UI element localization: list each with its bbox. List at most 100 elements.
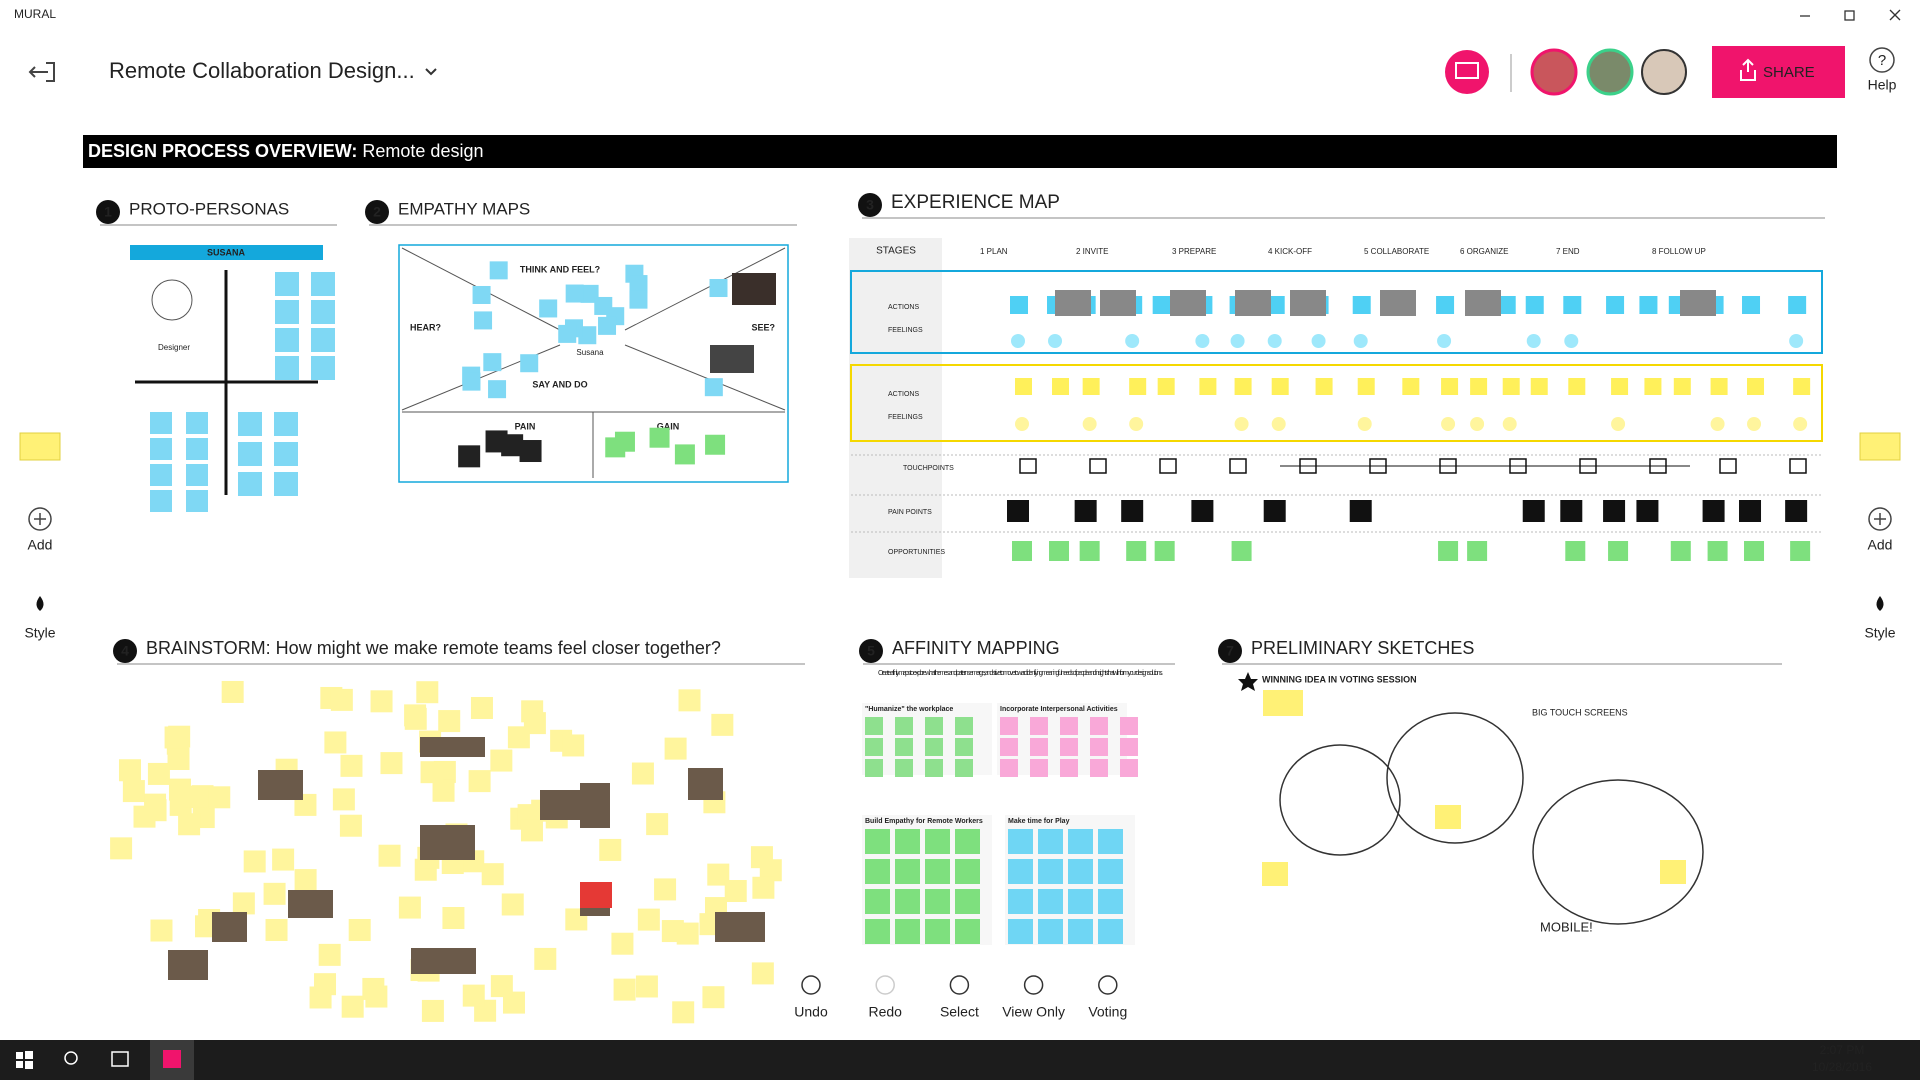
sticky-note (599, 838, 622, 861)
sticky-note (637, 908, 660, 931)
winner-star (1238, 672, 1258, 691)
tool-label[interactable]: Voting (1088, 1004, 1127, 1020)
clock-date[interactable]: 10/28/2016 (1812, 1060, 1872, 1074)
present-button[interactable] (1445, 50, 1489, 94)
sticky-note (674, 444, 695, 465)
brainstorm-photo (540, 790, 585, 820)
sticky-note (895, 889, 920, 914)
sticky-note (502, 991, 525, 1014)
sticky-note (594, 296, 613, 315)
add-label[interactable]: Add (1868, 537, 1893, 553)
sticky-note (294, 869, 317, 892)
sticky-note (1352, 296, 1371, 314)
tool-label[interactable]: Select (940, 1004, 979, 1020)
help-icon[interactable] (1869, 47, 1895, 73)
help-label[interactable]: Help (1868, 77, 1897, 93)
start-button[interactable] (16, 1051, 33, 1069)
sticky-note (750, 846, 773, 869)
sticky-note (416, 681, 439, 704)
avatar[interactable] (1586, 48, 1634, 96)
style-label[interactable]: Style (1864, 625, 1895, 641)
search-button[interactable] (64, 1051, 78, 1065)
feeling-dot (1011, 334, 1025, 348)
sticky-note (1271, 378, 1289, 395)
empathy-label: SAY AND DO (532, 379, 587, 389)
task-view[interactable] (111, 1051, 129, 1067)
mural-title[interactable]: Remote Collaboration Design... (109, 58, 415, 83)
sticky-note (1015, 378, 1032, 395)
style-label[interactable]: Style (24, 625, 55, 641)
sticky-note (1660, 860, 1686, 884)
feeling-dot (1502, 417, 1517, 431)
title-dropdown[interactable] (425, 68, 437, 76)
tool-label[interactable]: Redo (868, 1004, 902, 1020)
opportunity (1049, 541, 1070, 561)
sticky-note (1120, 759, 1138, 777)
add-label[interactable]: Add (28, 537, 53, 553)
section-title: BRAINSTORM: How might we make remote tea… (146, 638, 721, 658)
sticky-note (711, 713, 734, 736)
sticky-note (1435, 805, 1461, 829)
sticky-note (1263, 690, 1303, 716)
sticky-note (1402, 378, 1420, 395)
touchpoint-icon (1229, 458, 1247, 474)
add-button[interactable] (28, 507, 52, 531)
sticky-note (275, 300, 299, 324)
tool-icon (949, 975, 970, 995)
sticky-note (1639, 296, 1658, 314)
sticky-note (1038, 859, 1063, 884)
sticky-note (1530, 378, 1548, 395)
share-label: SHARE (1763, 64, 1815, 81)
sticky-note (438, 710, 461, 733)
feeling-dot (1353, 334, 1368, 348)
sticky-note (1068, 919, 1093, 944)
journey-photo (1170, 290, 1206, 316)
section-number: 7 (1226, 643, 1234, 659)
sticky-note (580, 284, 599, 303)
avatar[interactable] (1530, 48, 1578, 96)
affinity-group-title: "Humanize" the workplace (865, 706, 953, 713)
sticky-note (507, 726, 530, 749)
sticky-note (925, 889, 950, 914)
window-controls (1800, 9, 1901, 21)
sticky-note (955, 829, 980, 854)
sticky-note (565, 284, 584, 303)
clock-time[interactable]: 2:07 PM (1820, 1043, 1865, 1057)
banner-text: DESIGN PROCESS OVERVIEW: Remote design (88, 141, 483, 161)
tool-label[interactable]: Undo (794, 1004, 828, 1020)
opportunity (1079, 541, 1100, 561)
sticky-note (865, 829, 890, 854)
sticky-note (167, 747, 190, 770)
opportunity (1126, 541, 1147, 561)
sticky-note (1030, 717, 1048, 735)
back-button[interactable] (28, 62, 55, 82)
sticky-note (274, 442, 298, 466)
share-button[interactable] (1712, 46, 1845, 98)
share-icon (1740, 58, 1756, 81)
add-button[interactable] (1868, 507, 1892, 531)
pain-point (1522, 500, 1545, 522)
section-title: EMPATHY MAPS (398, 199, 530, 218)
section-number: 5 (867, 643, 875, 659)
empathy-divider (624, 247, 786, 331)
journey-photo (1290, 290, 1326, 316)
sticky-note (118, 759, 141, 782)
sticky-note (490, 975, 513, 998)
pain-point (1007, 500, 1029, 522)
opportunity (1438, 541, 1459, 561)
stage-label: 3 PREPARE (1172, 247, 1216, 256)
avatar[interactable] (1641, 49, 1687, 95)
sticky-note (1788, 296, 1807, 314)
sticky-note (330, 688, 353, 711)
sticky-note (520, 819, 543, 842)
sticky-note (311, 272, 335, 296)
tool-label[interactable]: View Only (1002, 1004, 1065, 1020)
sticky-note (707, 863, 730, 886)
sticky-note (1611, 378, 1629, 395)
pain-point (1739, 500, 1762, 522)
pain-point (1263, 500, 1286, 522)
sticky-note (1030, 759, 1048, 777)
sticky-note (520, 354, 539, 373)
